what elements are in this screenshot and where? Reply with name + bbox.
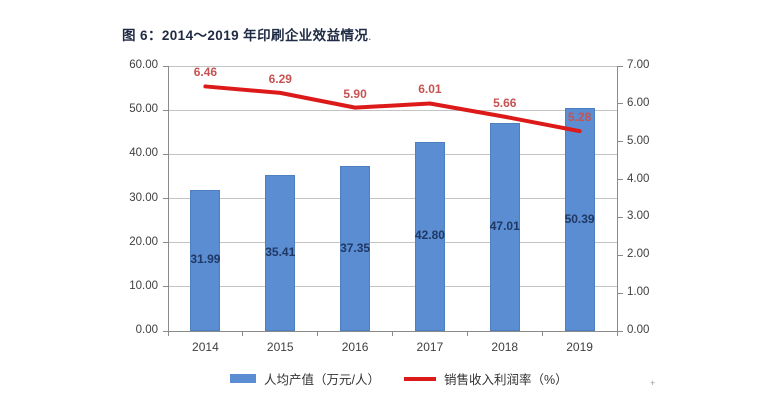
y-axis-left-tick-label: 40.00 <box>129 147 158 160</box>
gridline <box>168 198 617 199</box>
y-axis-left-tick-label: 30.00 <box>129 191 158 204</box>
x-axis-category-label: 2019 <box>566 340 593 354</box>
line-value-label: 6.01 <box>418 82 442 97</box>
y-axis-right-tick <box>618 65 623 67</box>
y-axis-left-tick <box>163 153 168 155</box>
bar-value-label: 37.35 <box>340 240 371 255</box>
bar-2015 <box>265 174 296 331</box>
bar-value-label: 35.41 <box>265 244 296 259</box>
x-axis-category-label: 2017 <box>416 340 444 354</box>
line-value-label: 6.29 <box>268 71 292 86</box>
bar-2017 <box>414 141 445 331</box>
bar-value-label: 31.99 <box>190 252 221 267</box>
y-axis-right-tick-label: 1.00 <box>627 286 650 299</box>
y-axis-right-tick <box>618 141 623 143</box>
y-axis-right-tick-label: 3.00 <box>627 210 650 223</box>
bar-2014 <box>190 189 221 331</box>
x-axis-tick <box>317 332 319 336</box>
y-axis-right-tick <box>618 179 623 181</box>
x-axis-category-label: 2014 <box>192 340 219 354</box>
y-axis-right-tick <box>618 254 623 256</box>
y-axis-right-tick <box>618 330 623 332</box>
bar-2019 <box>564 108 595 331</box>
x-axis-category-label: 2016 <box>341 340 369 354</box>
gridline <box>168 242 617 244</box>
line-value-label: 6.46 <box>193 65 218 80</box>
bar-2016 <box>340 166 371 331</box>
y-axis-right-tick-label: 5.00 <box>627 134 650 147</box>
chart-legend: 人均产值（万元/人） 销售收入利润率（%） <box>230 369 568 388</box>
chart-title: 图 6：2014～2019 年印刷企业效益情况. <box>122 24 372 44</box>
y-axis-right-tick-label: 2.00 <box>627 248 650 261</box>
y-axis-right-tick <box>618 216 623 218</box>
y-axis-right-tick <box>618 292 623 294</box>
line-value-label: 5.28 <box>567 110 592 125</box>
y-axis-right-tick-label: 0.00 <box>627 324 650 336</box>
y-axis-right-tick-label: 4.00 <box>627 172 650 185</box>
x-axis-tick <box>167 332 169 336</box>
gridline <box>168 109 617 111</box>
y-axis-left-tick <box>163 65 168 67</box>
bar-value-label: 42.80 <box>414 228 445 243</box>
y-axis-right-tick-label: 6.00 <box>627 96 650 109</box>
y-axis-left-tick <box>163 286 168 288</box>
x-axis <box>168 331 618 332</box>
x-axis-tick <box>616 332 618 336</box>
y-axis-left-tick-label: 50.00 <box>129 103 158 116</box>
legend-bar-label: 人均产值（万元/人） <box>264 373 380 387</box>
y-axis-left-tick <box>163 330 168 332</box>
y-axis-right-tick-label: 7.00 <box>627 59 650 71</box>
y-axis-left <box>168 66 169 331</box>
y-axis-left-tick <box>163 242 168 244</box>
y-axis-right <box>617 66 618 331</box>
y-axis-left-tick-label: 20.00 <box>129 235 158 248</box>
y-axis-left-tick <box>163 198 168 199</box>
x-axis-tick <box>466 332 468 336</box>
bar-value-label: 50.39 <box>564 211 595 226</box>
x-axis-category-label: 2018 <box>491 340 519 354</box>
x-axis-category-label: 2015 <box>266 340 294 354</box>
x-axis-tick <box>541 332 543 336</box>
gridline <box>168 153 617 155</box>
x-axis-tick <box>242 332 244 336</box>
line-value-label: 5.66 <box>493 95 517 110</box>
y-axis-left-tick-label: 60.00 <box>129 59 158 71</box>
bar-2018 <box>489 123 520 331</box>
legend-line-swatch <box>403 376 436 381</box>
gridline <box>168 65 617 67</box>
legend-line-label: 销售收入利润率（%） <box>443 373 568 387</box>
y-axis-right-tick <box>618 103 623 105</box>
title-trailing-mark: . <box>368 31 372 43</box>
line-value-label: 5.90 <box>343 86 367 101</box>
gridline <box>168 286 617 288</box>
stray-paragraph-mark: + <box>650 378 656 388</box>
legend-bar-swatch <box>230 374 256 383</box>
profit-rate-polyline <box>203 84 582 134</box>
y-axis-left-tick <box>163 109 168 111</box>
y-axis-left-tick-label: 0.00 <box>135 324 158 336</box>
x-axis-tick <box>392 332 393 336</box>
chart-title-text: 图 6：2014～2019 年印刷企业效益情况 <box>122 28 369 43</box>
bar-value-label: 47.01 <box>489 219 520 234</box>
y-axis-left-tick-label: 10.00 <box>129 279 158 292</box>
